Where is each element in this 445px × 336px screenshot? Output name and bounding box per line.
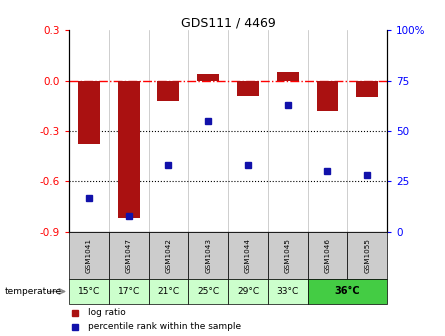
Bar xyxy=(307,279,387,304)
Bar xyxy=(228,279,268,304)
Text: 25°C: 25°C xyxy=(197,287,219,296)
Bar xyxy=(117,81,140,218)
Bar xyxy=(188,232,228,279)
Bar xyxy=(277,72,299,81)
Bar xyxy=(69,232,109,279)
Bar xyxy=(149,232,188,279)
Text: 17°C: 17°C xyxy=(117,287,140,296)
Text: 33°C: 33°C xyxy=(277,287,299,296)
Bar xyxy=(188,279,228,304)
Text: temperature: temperature xyxy=(4,287,61,296)
Text: GSM1046: GSM1046 xyxy=(324,238,331,273)
Text: GSM1042: GSM1042 xyxy=(166,238,171,273)
Text: GSM1041: GSM1041 xyxy=(86,238,92,273)
Bar xyxy=(237,81,259,96)
Bar xyxy=(69,279,109,304)
Bar xyxy=(78,81,100,144)
Bar xyxy=(197,74,219,81)
Text: GSM1043: GSM1043 xyxy=(205,238,211,273)
Bar xyxy=(158,81,179,101)
Bar xyxy=(348,232,387,279)
Text: GSM1047: GSM1047 xyxy=(125,238,132,273)
Bar xyxy=(316,81,339,111)
Bar xyxy=(109,232,149,279)
Bar xyxy=(109,279,149,304)
Bar xyxy=(149,279,188,304)
Text: log ratio: log ratio xyxy=(88,308,126,317)
Title: GDS111 / 4469: GDS111 / 4469 xyxy=(181,16,275,29)
Text: 15°C: 15°C xyxy=(78,287,100,296)
Text: GSM1044: GSM1044 xyxy=(245,238,251,273)
Text: 29°C: 29°C xyxy=(237,287,259,296)
Bar xyxy=(356,81,378,97)
Text: 36°C: 36°C xyxy=(335,287,360,296)
Text: percentile rank within the sample: percentile rank within the sample xyxy=(88,322,241,331)
Bar xyxy=(268,279,307,304)
Text: GSM1055: GSM1055 xyxy=(364,238,370,273)
Text: 21°C: 21°C xyxy=(158,287,179,296)
Text: GSM1045: GSM1045 xyxy=(285,238,291,273)
Bar xyxy=(228,232,268,279)
Bar xyxy=(268,232,307,279)
Bar xyxy=(307,232,348,279)
